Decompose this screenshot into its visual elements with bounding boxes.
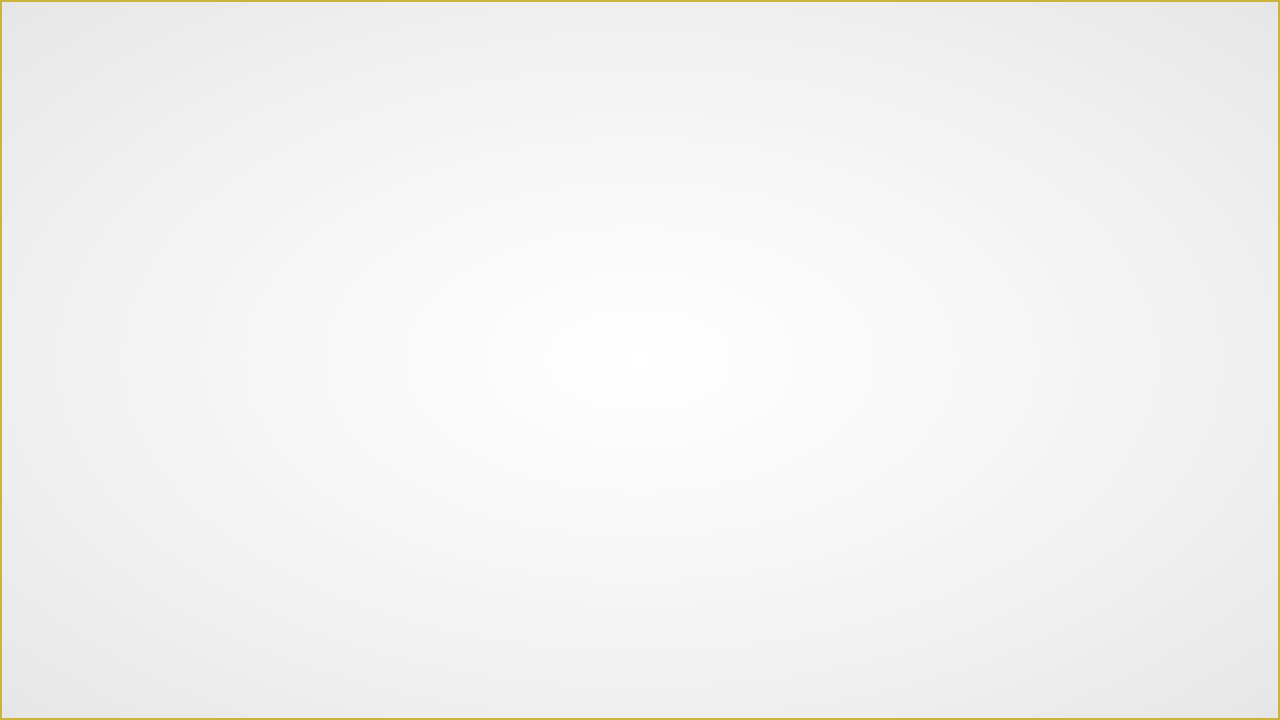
- concentric-circles: [445, 0, 1145, 720]
